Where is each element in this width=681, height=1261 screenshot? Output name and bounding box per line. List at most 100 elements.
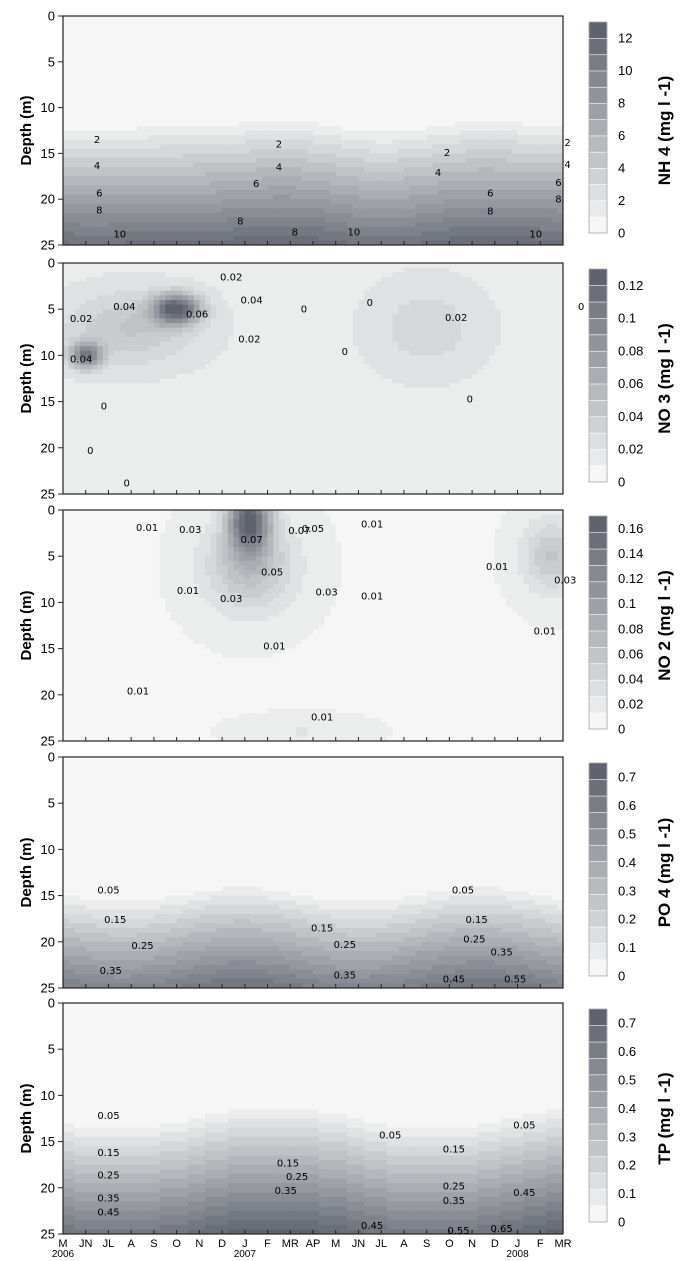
contour-label: 0.01: [263, 641, 285, 652]
colorbar-frame: [588, 515, 608, 730]
contour-label: 0.01: [311, 712, 333, 723]
colorbar-step: [588, 350, 608, 368]
x-tick-label: JN: [352, 1238, 366, 1250]
y-tick-label: 0: [48, 256, 55, 271]
colorbar-tick-label: 8: [618, 96, 625, 111]
contour-label: 0.05: [97, 1111, 119, 1122]
contour-label: 0.25: [286, 1172, 308, 1183]
colorbar-step: [588, 942, 608, 961]
colorbar-step: [588, 334, 608, 352]
colorbar-step: [588, 102, 608, 120]
colorbar-tick-label: 0.08: [618, 343, 643, 358]
contour-label: 0.04: [241, 295, 263, 306]
contour-label: 0.15: [443, 1144, 465, 1155]
colorbar-step: [588, 119, 608, 137]
contour-label: 10: [529, 230, 542, 241]
y-tick-label: 0: [48, 750, 55, 765]
colorbar: 0 2 4 6 8 10 12: [588, 21, 632, 241]
contour-label: 0.15: [104, 915, 126, 926]
y-axis-label: Depth (m): [18, 96, 35, 166]
colorbar-tick-label: 4: [618, 161, 625, 176]
x-tick-label: O: [445, 1238, 454, 1250]
contour-label: 0.35: [443, 1196, 465, 1207]
contour-label: 0.15: [97, 1148, 119, 1159]
contour-label: 0.25: [131, 941, 153, 952]
x-tick-label: D: [218, 1238, 226, 1250]
contour-label: 0.15: [466, 915, 488, 926]
colorbar-tick-label: 0.02: [618, 442, 643, 457]
colorbar-step: [588, 1090, 608, 1108]
colorbar-step: [588, 844, 608, 862]
colorbar: 0 0.1 0.2 0.3 0.4 0.5 0.6 0.7: [588, 762, 636, 984]
y-tick-label: 25: [41, 734, 55, 749]
colorbar-step: [588, 712, 608, 730]
y-tick-label: 10: [41, 100, 55, 115]
y-tick-label: 15: [41, 146, 55, 161]
colorbar-tick-label: 0.16: [618, 521, 643, 536]
x-tick-label: J: [242, 1238, 248, 1250]
contour-label: 8: [555, 195, 561, 206]
chart-panel-5: 0 5 10 15 20 25 Depth (m) 0.05 0.15 0.25 0.35 0.45 0…: [18, 996, 674, 1242]
contour-label: 0.45: [513, 1188, 535, 1199]
colorbar-step: [588, 663, 608, 681]
colorbar-step: [588, 926, 608, 944]
colorbar: 0 0.02 0.04 0.06 0.08 0.1 0.12 0.14 0.16: [588, 515, 643, 737]
contour-label: 8: [237, 217, 243, 228]
colorbar: 0 0.1 0.2 0.3 0.4 0.5 0.6 0.7: [588, 1008, 636, 1230]
colorbar-step: [588, 1139, 608, 1158]
colorbar-step: [588, 216, 608, 234]
colorbar-variable-label: PO 4 (mg l -1): [655, 818, 674, 928]
colorbar-step: [588, 828, 608, 846]
colorbar-tick-label: 0.4: [618, 855, 636, 870]
contour-label: 0.45: [443, 974, 465, 985]
contour-label: 0.35: [491, 947, 513, 958]
y-tick-label: 5: [48, 796, 55, 811]
contour-label: 0.06: [186, 309, 208, 320]
colorbar-step: [588, 811, 608, 830]
contour-label: 0.55: [504, 974, 526, 985]
contour-label: 0.02: [445, 313, 467, 324]
contour-label: 0.03: [179, 525, 201, 536]
contour-label: 0.05: [513, 1120, 535, 1131]
colorbar-step: [588, 268, 608, 286]
contour-label: 0.05: [97, 886, 119, 897]
contour-label: 0.01: [136, 523, 158, 534]
contour-label: 0: [87, 446, 93, 457]
y-tick-label: 20: [41, 687, 55, 702]
colorbar-tick-label: 0.06: [618, 376, 643, 391]
colorbar-tick-label: 0.5: [618, 1073, 636, 1088]
colorbar-step: [588, 861, 608, 879]
contour-label: 0.04: [113, 302, 135, 313]
x-year-label: 2008: [506, 1249, 529, 1260]
y-tick-label: 20: [41, 192, 55, 207]
contour-label: 0.25: [334, 940, 356, 951]
contour-label: 0: [467, 394, 473, 405]
contour-label: 4: [435, 168, 441, 179]
colorbar-step: [588, 779, 608, 797]
contour-label: 4: [276, 163, 282, 174]
colorbar-variable-label: NO 2 (mg l -1): [655, 570, 674, 681]
y-axis-label: Depth (m): [18, 344, 35, 414]
x-tick-label: JN: [79, 1238, 93, 1250]
contour-label: 2: [276, 140, 282, 151]
contour-label: 0.01: [534, 627, 556, 638]
x-tick-label: F: [264, 1238, 271, 1250]
y-tick-label: 15: [41, 641, 55, 656]
contour-label: 2: [94, 135, 100, 146]
y-axis-label: Depth (m): [18, 591, 35, 661]
contour-label: 8: [96, 206, 102, 217]
contour-label: 0.25: [463, 935, 485, 946]
colorbar-step: [588, 184, 608, 202]
colorbar-tick-label: 0.02: [618, 696, 643, 711]
contour-label: 0.01: [177, 586, 199, 597]
y-axis-label: Depth (m): [18, 838, 35, 908]
colorbar: 0 0.02 0.04 0.06 0.08 0.1 0.12: [588, 268, 643, 490]
y-tick-label: 20: [41, 1180, 55, 1195]
colorbar-step: [588, 86, 608, 104]
contour-fill: [63, 16, 563, 245]
colorbar-step: [588, 21, 608, 39]
